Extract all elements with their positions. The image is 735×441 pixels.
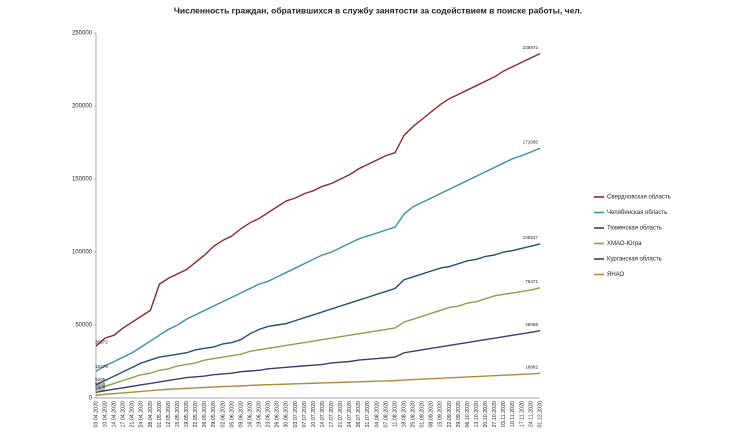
y-tick-label: 0	[89, 396, 93, 402]
series-line	[95, 147, 541, 372]
x-tick-label: 05.06.2020	[229, 401, 235, 428]
x-tick-label: 02.06.2020	[220, 401, 226, 428]
x-tick-label: 03.04.2020	[93, 401, 99, 428]
data-label: 9205	[95, 377, 106, 382]
x-tick-label: 17.11.2020	[519, 401, 525, 427]
x-tick-label: 01.05.2020	[157, 401, 163, 428]
x-tick-label: 17.07.2020	[329, 401, 335, 428]
data-label: 46085	[525, 322, 538, 327]
x-tick-label: 07.08.2020	[383, 401, 389, 428]
x-tick-label: 29.09.2020	[456, 401, 462, 428]
legend-label: Курганская область	[607, 257, 662, 263]
x-tick-label: 26.05.2020	[202, 401, 208, 428]
x-tick-label: 03.11.2020	[501, 401, 507, 427]
x-tick-label: 11.08.2020	[392, 401, 398, 427]
data-label: 3906	[95, 384, 106, 389]
series-line	[95, 243, 541, 386]
y-tick-label: 50000	[75, 323, 92, 329]
chart-title: Численность граждан, обратившихся в служ…	[174, 5, 582, 15]
series-line	[95, 330, 541, 393]
x-tick-label: 17.04.2020	[121, 401, 127, 428]
x-tick-label: 09.06.2020	[238, 401, 244, 428]
x-tick-label: 23.06.2020	[266, 401, 272, 428]
y-tick-label: 100000	[72, 250, 93, 256]
x-tick-label: 12.05.2020	[166, 401, 172, 428]
y-tick-label: 250000	[72, 31, 93, 37]
data-label: 171065	[523, 139, 539, 144]
x-tick-label: 14.04.2020	[112, 401, 118, 428]
x-tick-label: 01.12.2020	[537, 401, 543, 428]
x-tick-label: 03.07.2020	[293, 401, 299, 428]
legend-label: ХМАО-Югра	[607, 241, 642, 247]
x-tick-label: 08.09.2020	[429, 401, 435, 428]
x-tick-label: 31.07.2020	[365, 401, 371, 428]
x-tick-label: 15.09.2020	[438, 401, 444, 428]
x-tick-label: 18.08.2020	[401, 401, 407, 428]
x-tick-label: 10.04.2020	[102, 401, 108, 428]
data-label: 105537	[523, 235, 539, 240]
x-tick-label: 21.07.2020	[338, 401, 344, 428]
data-label: 18278	[95, 364, 108, 369]
x-tick-label: 24.04.2020	[139, 401, 145, 428]
x-tick-label: 01.09.2020	[420, 401, 426, 428]
legend-label: Свердловская область	[607, 195, 671, 201]
x-tick-label: 06.10.2020	[465, 401, 471, 428]
x-tick-label: 29.05.2020	[211, 401, 217, 428]
data-label: 75471	[525, 279, 538, 284]
x-tick-label: 10.07.2020	[311, 401, 317, 428]
x-tick-label: 22.09.2020	[447, 401, 453, 428]
series-line	[95, 52, 541, 347]
x-tick-label: 10.11.2020	[510, 401, 516, 427]
y-tick-label: 150000	[72, 177, 93, 183]
legend-label: Тюменская область	[607, 226, 662, 232]
x-tick-label: 22.05.2020	[193, 401, 199, 428]
x-tick-label: 07.07.2020	[302, 401, 308, 428]
x-tick-label: 28.04.2020	[148, 401, 154, 428]
x-tick-label: 20.10.2020	[483, 401, 489, 428]
x-tick-label: 25.08.2020	[411, 401, 417, 428]
y-tick-label: 200000	[72, 104, 93, 110]
x-tick-label: 04.08.2020	[374, 401, 380, 428]
x-tick-label: 16.06.2020	[247, 401, 253, 428]
data-label: 35572	[95, 339, 108, 344]
x-tick-label: 28.07.2020	[356, 401, 362, 428]
series-line	[95, 287, 541, 390]
data-label: 16882	[525, 365, 538, 370]
series-line	[95, 372, 541, 396]
x-tick-label: 24.11.2020	[528, 401, 534, 427]
x-tick-label: 13.10.2020	[474, 401, 480, 428]
x-tick-label: 30.06.2020	[284, 401, 290, 428]
x-tick-label: 27.10.2020	[492, 401, 498, 428]
x-tick-label: 15.05.2020	[175, 401, 181, 428]
x-tick-label: 21.04.2020	[130, 401, 136, 428]
legend-label: Челябинская область	[607, 210, 667, 216]
x-tick-label: 26.06.2020	[275, 401, 281, 428]
legend-label: ЯНАО	[607, 272, 625, 278]
x-tick-label: 19.06.2020	[257, 401, 263, 428]
x-tick-label: 24.07.2020	[347, 401, 353, 428]
x-tick-label: 19.05.2020	[184, 401, 190, 428]
data-label: 1892	[95, 386, 106, 391]
data-label: 5998	[95, 381, 106, 386]
x-tick-label: 14.07.2020	[320, 401, 326, 428]
data-label: 235872	[523, 45, 539, 50]
